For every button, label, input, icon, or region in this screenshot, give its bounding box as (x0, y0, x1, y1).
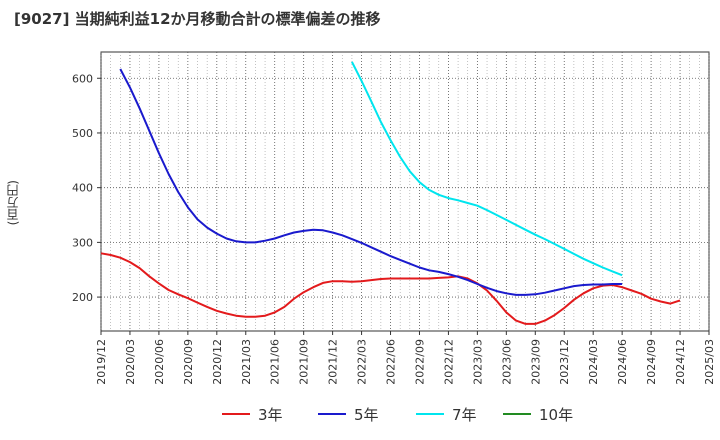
legend-swatch-10y (503, 413, 531, 415)
y-tick-label: 500 (72, 127, 93, 140)
x-tick-label: 2020/12 (211, 339, 224, 385)
x-ticks: 2019/12 2020/03 2020/06 2020/09 2020/12 2021/… (95, 331, 716, 385)
x-tick-label: 2021/09 (298, 339, 311, 385)
legend-swatch-7y (416, 413, 444, 415)
legend-item-10y: 10年 (503, 402, 573, 426)
x-tick-label: 2023/03 (471, 339, 484, 385)
x-tick-label: 2023/06 (500, 339, 513, 385)
x-tick-label: 2022/06 (385, 339, 398, 385)
y-tick-label: 600 (72, 72, 93, 85)
x-tick-label: 2024/12 (674, 339, 687, 385)
x-tick-label: 2019/12 (95, 339, 108, 385)
y-ticks: 200 300 400 500 600 (72, 72, 101, 304)
series-line-2 (351, 61, 623, 277)
legend-label-5y: 5年 (354, 405, 379, 424)
x-tick-label: 2021/03 (240, 339, 253, 385)
legend-swatch-3y (222, 413, 250, 415)
x-tick-label: 2021/12 (327, 339, 340, 385)
legend-label-3y: 3年 (258, 405, 283, 424)
series-line-0 (100, 252, 681, 325)
y-tick-label: 300 (72, 236, 93, 249)
y-tick-label: 200 (72, 291, 93, 304)
x-tick-label: 2020/09 (182, 339, 195, 385)
legend: 3年 5年 7年 10年 (0, 402, 720, 426)
plot-area (100, 51, 710, 332)
y-tick-label: 400 (72, 182, 93, 195)
chart-title: [9027] 当期純利益12か月移動合計の標準偏差の推移 (14, 10, 381, 28)
x-tick-label: 2024/06 (616, 339, 629, 385)
legend-item-7y: 7年 (416, 402, 477, 426)
x-tick-label: 2020/06 (153, 339, 166, 385)
x-tick-label: 2025/03 (703, 339, 716, 385)
legend-label-7y: 7年 (452, 405, 477, 424)
x-tick-label: 2024/09 (645, 339, 658, 385)
x-tick-label: 2024/03 (587, 339, 600, 385)
legend-swatch-5y (318, 413, 346, 415)
series-line-1 (119, 68, 623, 296)
grid (100, 52, 710, 331)
x-tick-label: 2022/12 (442, 339, 455, 385)
x-tick-label: 2023/09 (529, 339, 542, 385)
legend-item-3y: 3年 (222, 402, 283, 426)
x-tick-label: 2022/03 (356, 339, 369, 385)
x-tick-label: 2020/03 (124, 339, 137, 385)
x-tick-label: 2021/06 (269, 339, 282, 385)
series-group (100, 61, 681, 325)
legend-label-10y: 10年 (539, 405, 574, 424)
x-tick-label: 2022/09 (413, 339, 426, 385)
legend-item-5y: 5年 (318, 402, 379, 426)
x-tick-label: 2023/12 (558, 339, 571, 385)
